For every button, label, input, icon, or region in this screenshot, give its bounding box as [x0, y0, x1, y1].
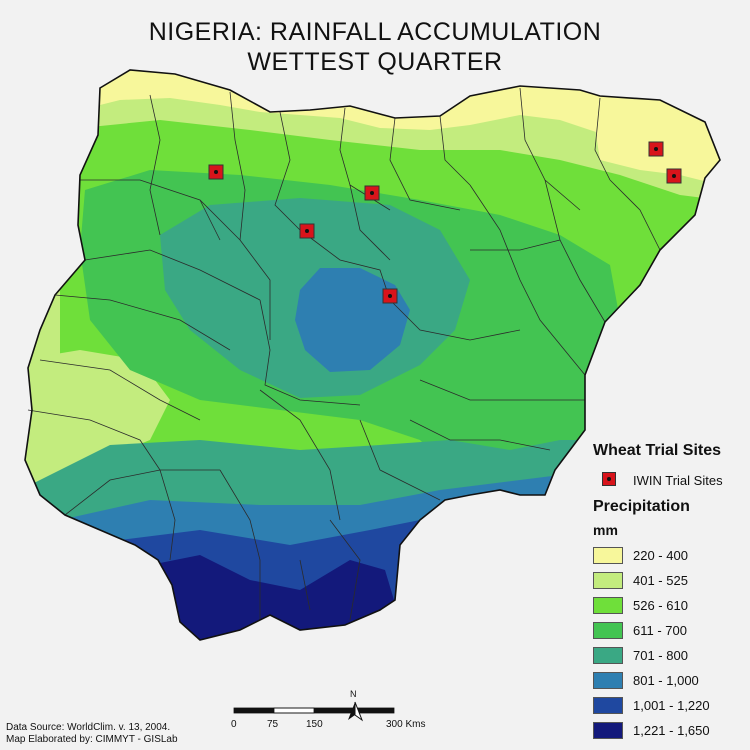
legend-class-row: 220 - 400: [593, 547, 743, 567]
trial-site-marker: [299, 223, 315, 239]
trial-site-marker: [666, 168, 682, 184]
legend-swatch: [593, 722, 623, 739]
scale-tick-75: 75: [267, 719, 279, 730]
legend-class-row: 701 - 800: [593, 647, 743, 667]
credit-note: Map Elaborated by: CIMMYT - GISLab: [6, 734, 178, 745]
map-title-line-1: NIGERIA: RAINFALL ACCUMULATION: [148, 18, 602, 46]
site-dot-icon: [607, 477, 611, 481]
data-source-note: Data Source: WorldClim. v. 13, 2004.: [6, 722, 171, 733]
legend-swatch: [593, 622, 623, 639]
legend-swatch: [593, 697, 623, 714]
north-label: N: [350, 689, 357, 699]
trial-site-marker: [648, 141, 664, 157]
legend-site-symbol: [602, 472, 616, 486]
scale-bar: [233, 707, 395, 714]
legend-class-label: 526 - 610: [633, 598, 688, 613]
scale-tick-0: 0: [231, 719, 237, 730]
trial-sites: [208, 141, 682, 304]
legend-class-label: 701 - 800: [633, 648, 688, 663]
scale-tick-150: 150: [306, 719, 323, 730]
map-title-line-2: WETTEST QUARTER: [247, 48, 503, 76]
zone-801-1000-central: [295, 268, 410, 372]
legend-class-row: 1,001 - 1,220: [593, 697, 743, 717]
legend-swatch: [593, 597, 623, 614]
legend-class-label: 611 - 700: [633, 623, 687, 638]
legend-swatch: [593, 572, 623, 589]
trial-site-marker: [208, 164, 224, 180]
legend-class-label: 801 - 1,000: [633, 673, 699, 688]
legend-sites-label: IWIN Trial Sites: [633, 473, 723, 488]
legend-unit: mm: [593, 522, 618, 538]
legend-class-row: 526 - 610: [593, 597, 743, 617]
scale-tick-300: 300 Kms: [386, 719, 426, 730]
trial-site-marker: [382, 288, 398, 304]
legend-swatch: [593, 647, 623, 664]
legend-sites-heading: Wheat Trial Sites: [593, 442, 722, 459]
legend-class-row: 801 - 1,000: [593, 672, 743, 692]
state-boundaries: [27, 87, 661, 621]
trial-site-marker: [364, 185, 380, 201]
legend-swatch: [593, 672, 623, 689]
legend-swatch: [593, 547, 623, 564]
legend-precip-heading: Precipitation: [593, 498, 690, 515]
legend-class-label: 1,001 - 1,220: [633, 698, 710, 713]
legend-class-row: 401 - 525: [593, 572, 743, 592]
legend-class-row: 1,221 - 1,650: [593, 722, 743, 742]
legend-class-label: 1,221 - 1,650: [633, 723, 710, 738]
north-arrow-icon: [348, 701, 364, 722]
legend-class-row: 611 - 700: [593, 622, 743, 642]
zone-401-525-west: [25, 350, 170, 470]
legend-class-label: 401 - 525: [633, 573, 688, 588]
legend-class-label: 220 - 400: [633, 548, 688, 563]
